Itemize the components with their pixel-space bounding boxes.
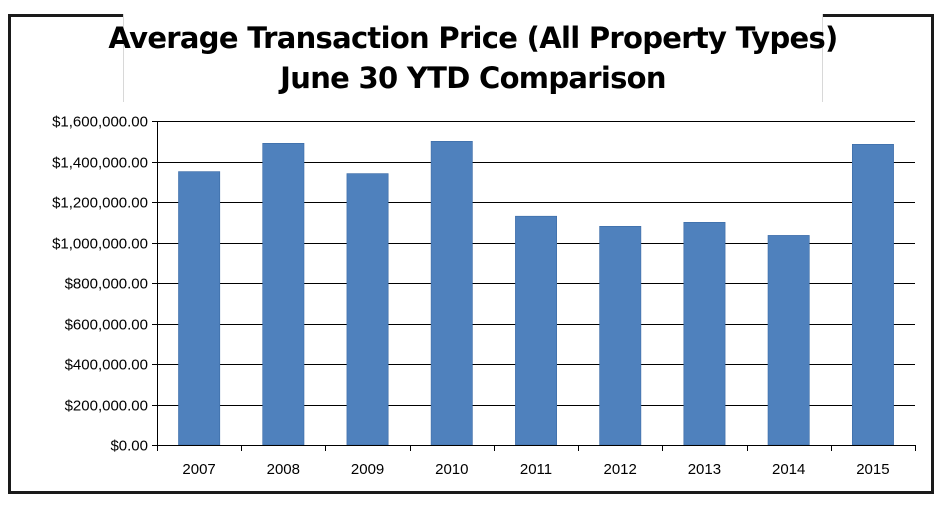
y-tick-label: $600,000.00	[65, 317, 148, 334]
bar	[346, 173, 389, 446]
y-tick-label: $1,600,000.00	[52, 114, 148, 131]
y-tick-label: $200,000.00	[65, 398, 148, 415]
x-tick-label: 2015	[856, 461, 889, 478]
x-tick-label: 2013	[688, 461, 721, 478]
bars	[178, 141, 894, 446]
x-tick-label: 2009	[351, 461, 384, 478]
x-tick-label: 2014	[772, 461, 805, 478]
x-axis-tick-labels: 2007 2008 2009 2010 2011 2012 2013 2014 2015	[182, 461, 889, 478]
bar	[767, 235, 810, 446]
y-tick-label: $400,000.00	[65, 357, 148, 374]
x-tick-label: 2008	[267, 461, 300, 478]
bar	[430, 141, 473, 446]
bar	[262, 143, 305, 446]
x-tick-label: 2010	[435, 461, 468, 478]
chart-subtitle: June 30 YTD Comparison	[280, 61, 666, 95]
x-tick-label: 2007	[182, 461, 215, 478]
bar	[851, 144, 894, 446]
y-tick-label: $1,000,000.00	[52, 236, 148, 253]
bar	[683, 222, 726, 446]
bar	[178, 171, 221, 446]
x-tick-label: 2011	[520, 461, 552, 478]
axes	[152, 121, 916, 451]
y-tick-label: $1,400,000.00	[52, 155, 148, 172]
x-tick-label: 2012	[604, 461, 637, 478]
y-tick-label: $1,200,000.00	[52, 195, 148, 212]
chart-title: Average Transaction Price (All Property …	[108, 21, 838, 55]
y-tick-label: $0.00	[110, 438, 148, 455]
chart-title-box: Average Transaction Price (All Property …	[108, 14, 838, 102]
bar	[515, 215, 558, 446]
y-axis-tick-labels: $0.00 $200,000.00 $400,000.00 $600,000.00 $8…	[52, 114, 148, 455]
y-tick-label: $800,000.00	[65, 276, 148, 293]
bar	[599, 226, 642, 446]
